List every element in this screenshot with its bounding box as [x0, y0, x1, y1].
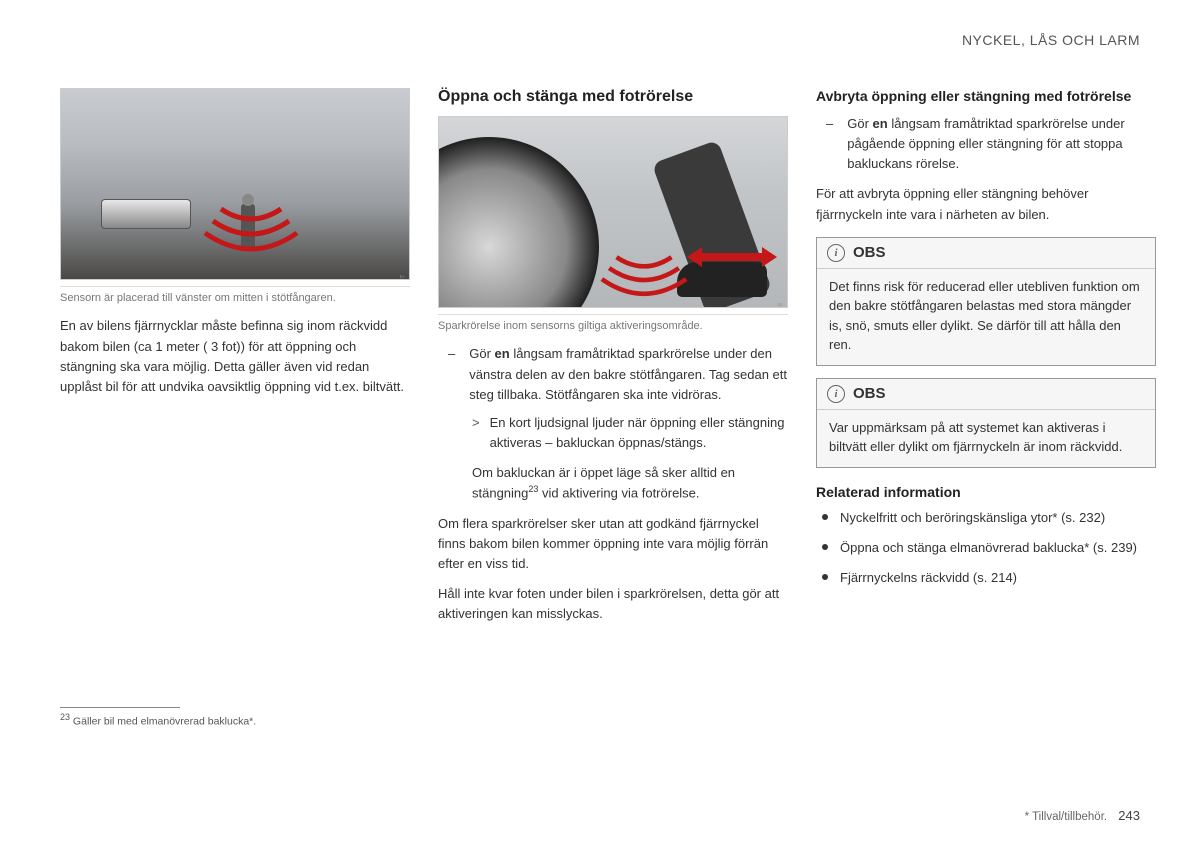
- dash-marker: –: [448, 344, 455, 404]
- instruction-step-1: – Gör en långsam framåtriktad sparkrörel…: [448, 344, 788, 404]
- cancel-step-text: Gör en långsam framåtriktad sparkrörelse…: [847, 114, 1156, 174]
- related-list: Nyckelfritt och beröringskänsliga ytor* …: [816, 508, 1156, 588]
- related-text-3: Fjärrnyckelns räckvidd (s. 214): [840, 568, 1017, 588]
- column-2: Öppna och stänga med fotrörelse: [438, 88, 788, 727]
- foot-sensor-waves-icon: [589, 248, 699, 303]
- note-box-1: i OBS Det finns risk för reducerad eller…: [816, 237, 1156, 366]
- related-item-2: Öppna och stänga elmanövrerad baklucka* …: [816, 538, 1156, 558]
- manual-page: NYCKEL, LÅS OCH LARM G056897: [0, 0, 1200, 845]
- dash-marker: –: [826, 114, 833, 174]
- col2-para-2: Om flera sparkrörelser sker utan att god…: [438, 514, 788, 574]
- footnote-ref-23: 23: [528, 484, 538, 494]
- chevron-marker: >: [472, 413, 480, 453]
- instruction-list: – Gör en långsam framåtriktad sparkrörel…: [438, 344, 788, 404]
- step-rest: långsam framåtriktad sparkrörelse under …: [469, 346, 787, 401]
- col3-para-1: För att avbryta öppning eller stängning …: [816, 184, 1156, 224]
- col2-para-3: Håll inte kvar foten under bilen i spark…: [438, 584, 788, 624]
- col1-body-text: En av bilens fjärrnycklar måste befinna …: [60, 316, 410, 397]
- section-header: NYCKEL, LÅS OCH LARM: [962, 32, 1140, 48]
- cancel-rest: långsam framåtriktad sparkrörelse under …: [847, 116, 1124, 171]
- sub2-b: vid aktivering via fotrörelse.: [538, 486, 699, 501]
- col2-heading: Öppna och stänga med fotrörelse: [438, 88, 788, 106]
- note-label-2: OBS: [853, 385, 886, 402]
- footnote-text: Gäller bil med elmanövrerad baklucka*.: [70, 715, 256, 727]
- related-heading: Relaterad information: [816, 484, 1156, 500]
- bullet-icon: [822, 514, 828, 520]
- figure-caption-1: Sensorn är placerad till vänster om mitt…: [60, 286, 410, 306]
- col3-heading: Avbryta öppning eller stängning med fotr…: [816, 88, 1156, 104]
- note-body-2: Var uppmärksam på att systemet kan aktiv…: [817, 410, 1155, 467]
- footnote-rule: [60, 707, 180, 708]
- info-icon: i: [827, 385, 845, 403]
- column-1: G056897 Sensorn är placerad till vänster…: [60, 88, 410, 727]
- bullet-icon: [822, 574, 828, 580]
- page-footer: * Tillval/tillbehör. 243: [1025, 808, 1140, 823]
- footnote-number: 23: [60, 712, 70, 722]
- note-body-1: Det finns risk för reducerad eller utebl…: [817, 269, 1155, 365]
- image-code-2: G056898: [779, 303, 785, 307]
- cancel-bold: en: [873, 116, 888, 131]
- exhaust-pipe-shape: [101, 199, 191, 229]
- sub-step-2: Om bakluckan är i öppet läge så sker all…: [472, 463, 788, 504]
- sensor-illustration: G056897: [61, 89, 409, 279]
- related-text-1: Nyckelfritt och beröringskänsliga ytor* …: [840, 508, 1105, 528]
- note-box-2: i OBS Var uppmärksam på att systemet kan…: [816, 378, 1156, 468]
- content-columns: G056897 Sensorn är placerad till vänster…: [60, 88, 1145, 727]
- cancel-prefix: Gör: [847, 116, 872, 131]
- sub-step-text: En kort ljudsignal ljuder när öppning el…: [490, 413, 788, 453]
- sensor-waves-icon: [191, 199, 311, 259]
- sub-step-1: > En kort ljudsignal ljuder när öppning …: [472, 413, 788, 453]
- note-label-1: OBS: [853, 244, 886, 261]
- related-item-3: Fjärrnyckelns räckvidd (s. 214): [816, 568, 1156, 588]
- step-bold: en: [495, 346, 510, 361]
- related-text-2: Öppna och stänga elmanövrerad baklucka* …: [840, 538, 1137, 558]
- info-icon: i: [827, 244, 845, 262]
- motion-arrow-icon: [687, 242, 777, 277]
- footer-note: * Tillval/tillbehör.: [1025, 811, 1107, 823]
- step-prefix: Gör: [469, 346, 494, 361]
- step-text: Gör en långsam framåtriktad sparkrörelse…: [469, 344, 788, 404]
- related-item-1: Nyckelfritt och beröringskänsliga ytor* …: [816, 508, 1156, 528]
- cancel-instruction-list: – Gör en långsam framåtriktad sparkrörel…: [816, 114, 1156, 174]
- bullet-icon: [822, 544, 828, 550]
- page-number: 243: [1118, 808, 1140, 823]
- foot-motion-illustration: G056898: [439, 117, 787, 307]
- footnote-23: 23 Gäller bil med elmanövrerad baklucka*…: [60, 712, 410, 728]
- figure-foot-motion: G056898: [438, 116, 788, 308]
- cancel-step-1: – Gör en långsam framåtriktad sparkrörel…: [826, 114, 1156, 174]
- wheel-shape: [439, 137, 599, 307]
- column-3: Avbryta öppning eller stängning med fotr…: [816, 88, 1156, 727]
- image-code: G056897: [401, 275, 407, 279]
- figure-caption-2: Sparkrörelse inom sensorns giltiga aktiv…: [438, 314, 788, 334]
- note-header-1: i OBS: [817, 238, 1155, 269]
- note-header-2: i OBS: [817, 379, 1155, 410]
- figure-sensor-location: G056897: [60, 88, 410, 280]
